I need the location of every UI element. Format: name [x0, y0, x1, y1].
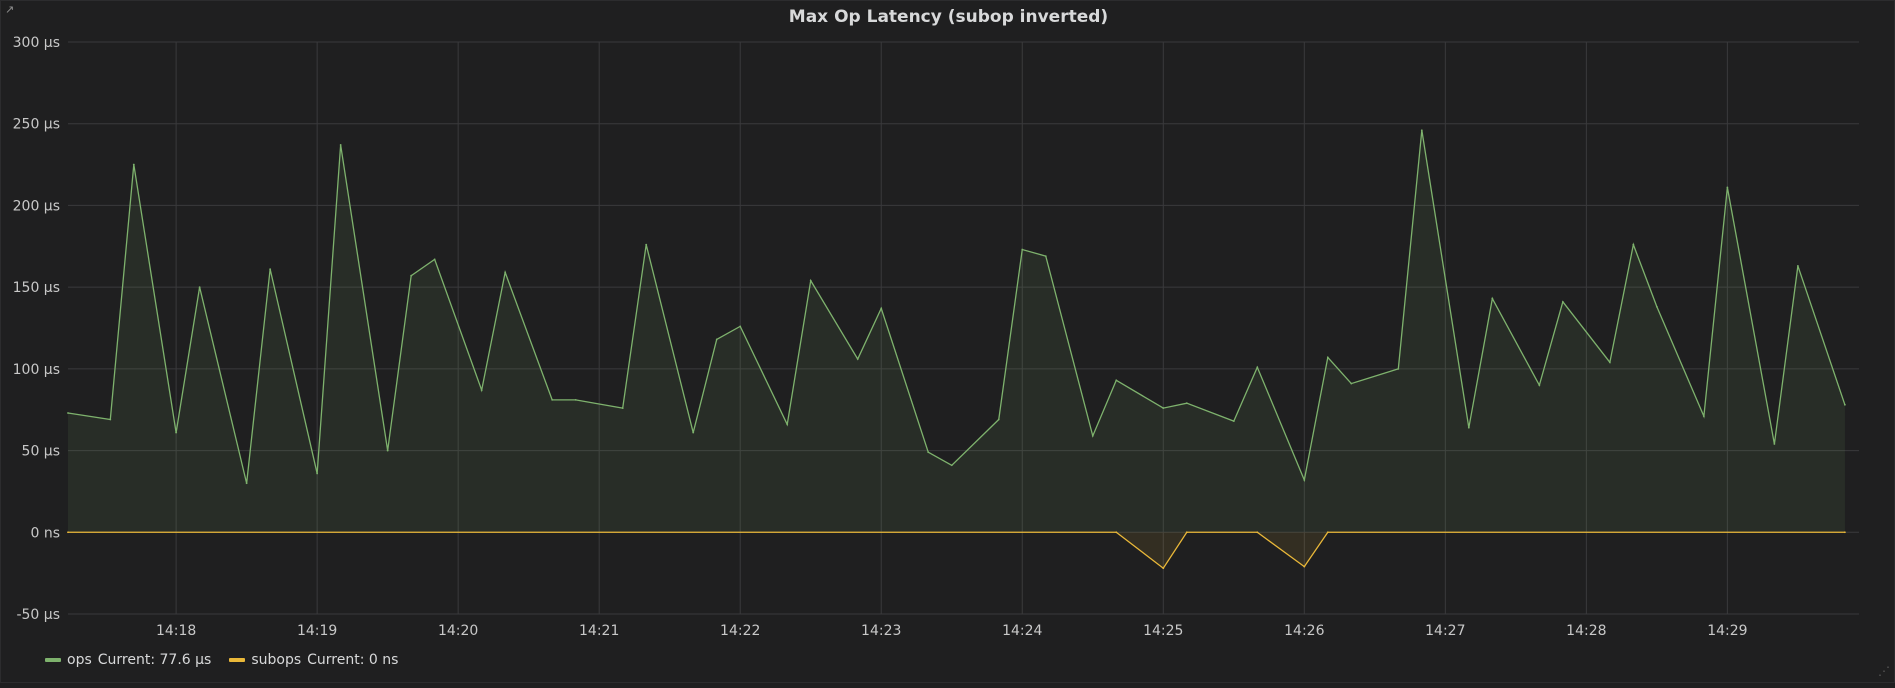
- data-point-ops: [245, 482, 248, 485]
- data-point-ops: [132, 163, 135, 166]
- data-point-ops: [715, 338, 718, 341]
- data-point-ops: [1303, 479, 1306, 481]
- data-point-ops: [739, 325, 742, 328]
- legend-item-ops[interactable]: ops Current: 77.6 µs: [45, 652, 211, 668]
- panel-title[interactable]: Max Op Latency (subop inverted): [788, 7, 1109, 27]
- data-point-subops: [1303, 565, 1306, 568]
- data-point-ops: [480, 389, 483, 392]
- data-point-ops: [692, 431, 695, 434]
- data-point-ops: [1726, 186, 1729, 189]
- data-point-subops: [67, 531, 69, 534]
- data-point-subops: [1843, 531, 1846, 534]
- legend-current-subops: Current: 0 ns: [307, 652, 399, 668]
- data-point-ops: [1420, 129, 1423, 132]
- data-point-ops: [1162, 407, 1165, 409]
- data-point-subops: [1185, 531, 1188, 534]
- data-point-ops: [1538, 384, 1541, 387]
- external-link-icon[interactable]: ↗: [5, 3, 15, 16]
- data-point-ops: [1021, 248, 1024, 251]
- data-point-ops: [1467, 426, 1470, 429]
- data-point-ops: [1561, 300, 1564, 303]
- y-tick-label: 100 µs: [13, 362, 60, 378]
- data-point-ops: [621, 407, 624, 409]
- data-point-ops: [1491, 297, 1494, 300]
- data-point-ops: [316, 472, 319, 475]
- data-point-ops: [1091, 434, 1094, 437]
- x-tick-label: 14:29: [1707, 623, 1747, 639]
- data-point-ops: [175, 431, 178, 434]
- data-point-ops: [645, 243, 648, 246]
- y-tick-label: 250 µs: [13, 117, 60, 133]
- x-tick-label: 14:22: [720, 623, 760, 639]
- data-point-ops: [1044, 255, 1047, 257]
- legend-label-subops[interactable]: subops: [251, 652, 302, 668]
- data-point-subops: [1162, 567, 1165, 570]
- y-tick-label: 0 ns: [30, 525, 60, 541]
- data-point-ops: [1326, 356, 1329, 359]
- data-point-subops: [1326, 531, 1329, 534]
- legend-swatch-ops: [45, 658, 61, 662]
- data-point-ops: [786, 423, 789, 426]
- series-area-subops: [68, 532, 1845, 569]
- data-point-ops: [67, 412, 69, 414]
- x-tick-label: 14:19: [297, 623, 337, 639]
- legend-label-ops[interactable]: ops: [67, 652, 92, 668]
- legend: ops Current: 77.6 µs subops Current: 0 n…: [45, 652, 398, 668]
- legend-item-subops[interactable]: subops Current: 0 ns: [229, 652, 398, 668]
- data-point-ops: [1773, 443, 1776, 445]
- data-point-ops: [386, 449, 389, 452]
- data-point-ops: [339, 144, 342, 146]
- data-point-subops: [1115, 531, 1118, 534]
- data-point-ops: [856, 358, 859, 360]
- legend-swatch-subops: [229, 658, 246, 662]
- legend-current-ops: Current: 77.6 µs: [97, 652, 212, 668]
- data-point-ops: [1350, 382, 1353, 385]
- data-point-ops: [1843, 403, 1846, 406]
- data-point-ops: [1397, 367, 1400, 370]
- data-point-ops: [410, 274, 413, 277]
- x-tick-label: 14:18: [156, 623, 196, 639]
- data-point-ops: [109, 418, 112, 421]
- y-tick-label: 200 µs: [13, 198, 60, 214]
- data-point-ops: [574, 399, 577, 401]
- x-tick-label: 14:23: [861, 623, 901, 639]
- y-tick-label: 150 µs: [13, 280, 60, 296]
- data-point-ops: [198, 286, 201, 289]
- series-area-ops: [68, 130, 1845, 533]
- data-point-ops: [1655, 305, 1658, 308]
- y-tick-label: -50 µs: [16, 607, 60, 623]
- x-tick-label: 14:24: [1002, 623, 1042, 639]
- y-tick-label: 300 µs: [13, 35, 60, 51]
- data-point-ops: [1232, 420, 1235, 423]
- data-point-ops: [997, 418, 1000, 421]
- x-tick-label: 14:27: [1425, 623, 1465, 639]
- x-tick-label: 14:28: [1566, 623, 1606, 639]
- data-point-ops: [809, 279, 812, 282]
- x-tick-label: 14:26: [1284, 623, 1324, 639]
- data-point-ops: [927, 451, 930, 454]
- series-line-subops: [68, 531, 1845, 570]
- y-tick-label: 50 µs: [22, 444, 60, 460]
- data-point-ops: [1185, 402, 1188, 405]
- data-point-subops: [1256, 531, 1259, 534]
- data-point-ops: [1702, 415, 1705, 418]
- data-point-ops: [950, 464, 953, 467]
- data-point-ops: [1796, 264, 1799, 267]
- x-tick-label: 14:25: [1143, 623, 1183, 639]
- data-point-ops: [504, 271, 507, 274]
- data-point-ops: [269, 268, 272, 271]
- data-point-ops: [1115, 379, 1118, 382]
- data-point-ops: [1256, 366, 1259, 369]
- x-tick-label: 14:20: [438, 623, 478, 639]
- data-point-ops: [433, 258, 436, 261]
- x-tick-label: 14:21: [579, 623, 619, 639]
- data-point-ops: [880, 307, 883, 310]
- data-point-ops: [1608, 361, 1611, 364]
- data-point-ops: [1632, 243, 1635, 246]
- data-point-ops: [551, 399, 554, 401]
- resize-handle-icon[interactable]: ⋰: [1878, 664, 1890, 678]
